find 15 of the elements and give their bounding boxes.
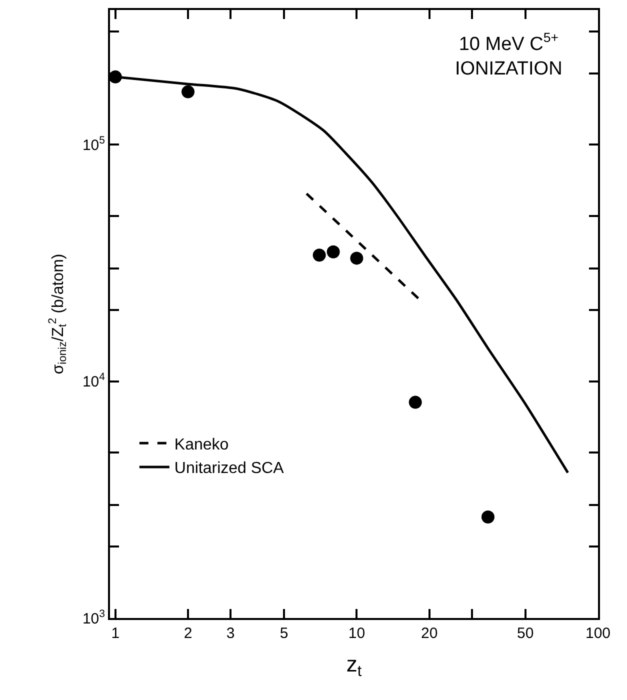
y-tick-label: 10$^{4}$ (82, 371, 106, 391)
x-tick-label: 5 (280, 625, 288, 642)
x-tick-label: 3 (226, 625, 235, 642)
annotation: 10 MeV C$^{5+}$ IONIZATION (455, 30, 562, 80)
y-tick-label: 10$^{3}$ (82, 608, 106, 628)
x-axis-title: z$_{t}$ (346, 651, 362, 680)
x-tick-label: 2 (184, 625, 192, 642)
x-tick-label: 50 (517, 625, 534, 642)
x-tick-label: 20 (420, 625, 438, 642)
x-tick-label: 10 (348, 625, 366, 642)
x-tick-label: 1 (111, 625, 120, 642)
y-tick-label: 10$^{5}$ (82, 134, 106, 154)
legend-label: Unitarized SCA (174, 460, 284, 478)
legend-label: Kaneko (174, 436, 229, 454)
x-tick-label: 100 (585, 625, 611, 642)
